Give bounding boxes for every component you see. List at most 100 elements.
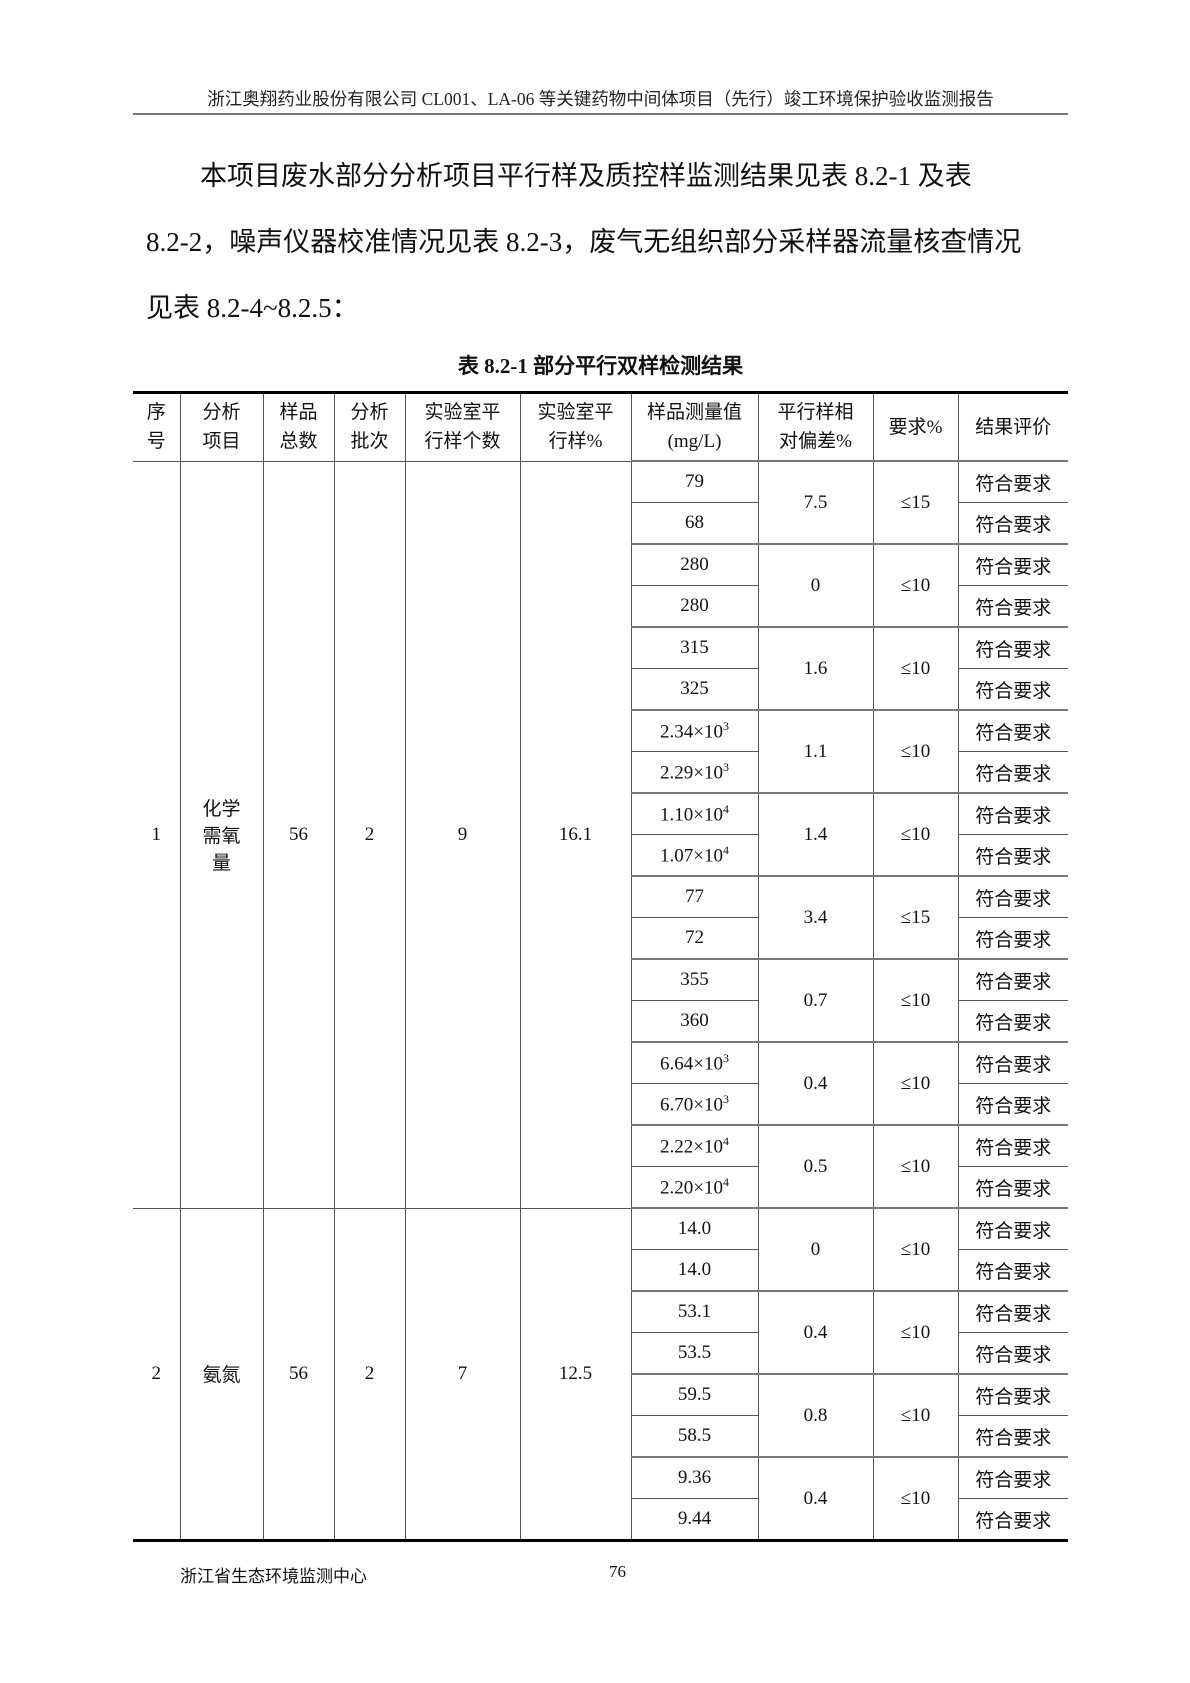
measured-value: 2.29×103 — [631, 751, 759, 794]
exponent: 4 — [722, 1133, 729, 1148]
evaluation-result: 符合要求 — [957, 543, 1068, 586]
table-caption: 表 8.2-1 部分平行双样检测结果 — [457, 354, 744, 378]
table-row: 360 符合要求 — [133, 1000, 1068, 1043]
measured-value: 53.1 — [631, 1290, 759, 1333]
table-row: 6.70×103 符合要求 — [133, 1083, 1068, 1126]
measured-value: 6.70×103 — [631, 1083, 759, 1126]
measured-value: 315 — [631, 626, 759, 669]
parallel-percent: 16.1 — [519, 460, 632, 1209]
table-row: 72 符合要求 — [133, 917, 1068, 960]
running-header: 浙江奥翔药业股份有限公司 CL001、LA-06 等关键药物中间体项目（先行）竣… — [207, 89, 994, 109]
table-row: 59.5 0.8 ≤10 符合要求 — [133, 1373, 1068, 1458]
evaluation-result: 符合要求 — [957, 626, 1068, 669]
measured-value: 2.22×104 — [631, 1124, 759, 1167]
requirement: ≤10 — [872, 1041, 959, 1126]
requirement: ≤10 — [872, 543, 959, 628]
measured-value: 2.34×103 — [631, 709, 759, 752]
table-row: 280 0 ≤10 符合要求 — [133, 543, 1068, 628]
evaluation-result: 符合要求 — [957, 792, 1068, 835]
measured-value: 1.07×104 — [631, 834, 759, 877]
evaluation-result: 符合要求 — [957, 1456, 1068, 1499]
column-header: 样品 总数 — [262, 392, 335, 462]
relative-deviation: 3.4 — [757, 875, 874, 960]
evaluation-result: 符合要求 — [957, 1498, 1068, 1541]
analysis-item: 氨氮 — [179, 1207, 264, 1541]
table-row: 2.20×104 符合要求 — [133, 1166, 1068, 1209]
measured-value: 59.5 — [631, 1373, 759, 1416]
sample-total: 56 — [262, 460, 335, 1209]
column-header: 平行样相 对偏差% — [757, 392, 874, 462]
paragraph-line: 见表 8.2-4~8.2.5： — [146, 293, 359, 323]
item-number: 2 — [133, 1207, 181, 1541]
measured-value: 58.5 — [631, 1415, 759, 1458]
measured-value: 77 — [631, 875, 759, 918]
evaluation-result: 符合要求 — [957, 668, 1068, 711]
parallel-sample-table: 序号分析 项目 样品 总数 分析 批次 实验室平 行样个数 实验室平 行样% 样品测量值 (mg/L)… — [133, 391, 1068, 1542]
requirement: ≤10 — [872, 1373, 959, 1458]
header-divider — [133, 113, 1068, 115]
exponent: 3 — [722, 1050, 729, 1065]
column-header: 实验室平 行样个数 — [404, 392, 521, 462]
evaluation-result: 符合要求 — [957, 751, 1068, 794]
measured-value: 68 — [631, 502, 759, 545]
evaluation-result: 符合要求 — [957, 917, 1068, 960]
relative-deviation: 0.5 — [757, 1124, 874, 1209]
analysis-item: 化学 需氧量 — [179, 460, 264, 1209]
measured-value: 325 — [631, 668, 759, 711]
table-row: 315 1.6 ≤10 符合要求 — [133, 626, 1068, 711]
evaluation-result: 符合要求 — [957, 1083, 1068, 1126]
evaluation-result: 符合要求 — [957, 1332, 1068, 1375]
exponent: 3 — [722, 759, 729, 774]
table-row: 6.64×103 0.4 ≤10 符合要求 — [133, 1041, 1068, 1126]
evaluation-result: 符合要求 — [957, 502, 1068, 545]
table-row: 2.29×103 符合要求 — [133, 751, 1068, 794]
column-header: 样品测量值 (mg/L) — [630, 392, 759, 462]
measured-value: 79 — [630, 460, 759, 503]
item-number: 1 — [133, 460, 181, 1209]
evaluation-result: 符合要求 — [957, 460, 1068, 503]
measured-value: 14.0 — [631, 1249, 759, 1292]
batch-count: 2 — [333, 1207, 406, 1541]
relative-deviation: 0.4 — [757, 1456, 874, 1541]
table-row: 2 氨氮 56 2 7 12.5 14.0 0 ≤10 符合要求 — [133, 1207, 1068, 1541]
table-row: 77 3.4 ≤15 符合要求 — [133, 875, 1068, 960]
table-row: 1.10×104 1.4 ≤10 符合要求 — [133, 792, 1068, 877]
evaluation-result: 符合要求 — [957, 1124, 1068, 1167]
table-row: 1 化学 需氧量 56 2 9 16.1 79 7.5 ≤15 符合要求 — [133, 460, 1068, 1209]
paragraph-line: 本项目废水部分分析项目平行样及质控样监测结果见表 8.2-1 及表 — [200, 161, 972, 191]
evaluation-result: 符合要求 — [957, 1373, 1068, 1416]
measured-value: 360 — [631, 1000, 759, 1043]
parallel-count: 7 — [404, 1207, 521, 1541]
measured-value: 9.36 — [631, 1456, 759, 1499]
column-header: 序号 — [133, 392, 181, 462]
exponent: 4 — [722, 1174, 729, 1189]
requirement: ≤10 — [872, 1124, 959, 1209]
measured-value: 280 — [631, 585, 759, 628]
table-header-row: 序号分析 项目 样品 总数 分析 批次 实验室平 行样个数 实验室平 行样% 样品测量值 (mg/L)… — [133, 392, 1068, 462]
measured-value: 6.64×103 — [631, 1041, 759, 1084]
requirement: ≤10 — [872, 792, 959, 877]
measured-value: 9.44 — [631, 1498, 759, 1541]
measured-value: 14.0 — [630, 1207, 759, 1250]
column-header: 要求% — [872, 392, 959, 462]
requirement: ≤10 — [872, 626, 959, 711]
requirement: ≤10 — [872, 709, 959, 794]
measured-value: 2.20×104 — [631, 1166, 759, 1209]
requirement: ≤10 — [872, 1456, 959, 1541]
column-header: 实验室平 行样% — [519, 392, 632, 462]
evaluation-result: 符合要求 — [957, 1207, 1068, 1250]
sample-total: 56 — [262, 1207, 335, 1541]
relative-deviation: 1.6 — [757, 626, 874, 711]
measured-value: 1.10×104 — [631, 792, 759, 835]
page-number: 76 — [609, 1562, 626, 1581]
evaluation-result: 符合要求 — [957, 958, 1068, 1001]
relative-deviation: 7.5 — [757, 460, 874, 545]
exponent: 3 — [722, 718, 729, 733]
relative-deviation: 0.4 — [757, 1041, 874, 1126]
evaluation-result: 符合要求 — [957, 834, 1068, 877]
table-row: 9.36 0.4 ≤10 符合要求 — [133, 1456, 1068, 1541]
exponent: 4 — [722, 842, 729, 857]
relative-deviation: 0 — [757, 543, 874, 628]
evaluation-result: 符合要求 — [957, 1249, 1068, 1292]
column-header: 结果评价 — [957, 392, 1068, 462]
